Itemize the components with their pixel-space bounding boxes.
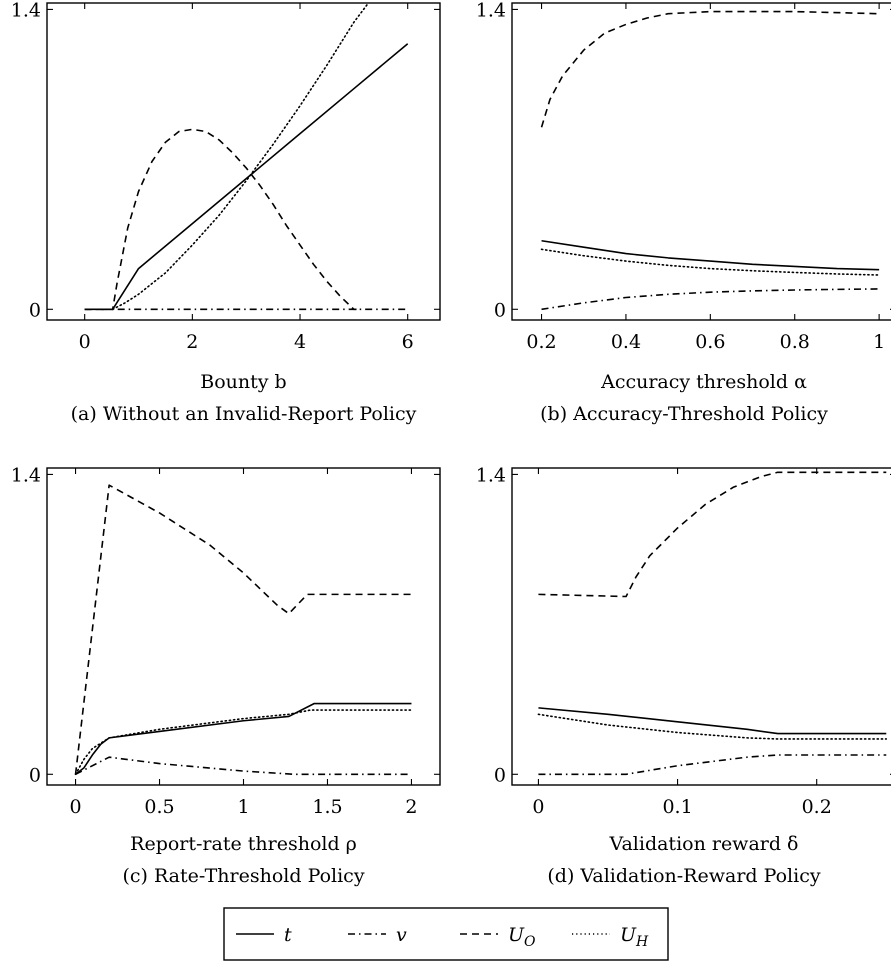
x-tick-label: 6	[402, 331, 414, 353]
x-tick-label: 0	[79, 331, 91, 353]
x-axis-label: Validation reward δ	[608, 833, 798, 855]
x-tick-label: 0	[70, 796, 82, 818]
x-tick-label: 0.1	[662, 796, 692, 818]
y-tick-label: 1.4	[11, 0, 41, 21]
x-tick-label: 2	[186, 331, 198, 353]
y-tick-label: 1.4	[11, 464, 41, 486]
chart-panel-3: 0 0.5 1 1.5 2 0 1.4 Report-rate threshold ρ (c) …	[11, 464, 441, 887]
series-line-UH	[74, 709, 413, 776]
x-tick-label: 0.5	[144, 796, 174, 818]
chart-panel-2: 0.2 0.4 0.6 0.8 1 0 1.4 Accuracy threshold α (b)…	[476, 0, 891, 425]
chart-panel-4: 0 0.1 0.2 0 1.4 Validation reward δ (d) Valida…	[476, 464, 891, 887]
legend-label-UH: UH	[620, 924, 649, 950]
series-line-UH	[537, 713, 888, 740]
series-line-UO	[74, 484, 412, 775]
y-tick-label: 1.4	[476, 0, 506, 21]
series-line-UO	[540, 10, 880, 128]
x-tick-label: 0.2	[526, 331, 556, 353]
y-tick-label: 0	[494, 764, 506, 786]
axis-frame	[46, 2, 441, 321]
series-line-v	[541, 288, 880, 311]
y-tick-label: 1.4	[476, 464, 506, 486]
y-tick-label: 0	[29, 299, 41, 321]
legend-label-UO: UO	[508, 924, 536, 950]
x-tick-label: 0	[532, 796, 544, 818]
x-tick-label: 0.6	[695, 331, 725, 353]
legend: t v UO UH	[223, 907, 669, 961]
series-line-UH	[540, 248, 880, 276]
x-tick-label: 4	[294, 331, 306, 353]
y-tick-label: 0	[29, 764, 41, 786]
subfigure-caption: (b) Accuracy-Threshold Policy	[540, 403, 828, 425]
series-line-t	[84, 43, 409, 311]
series-line-UO	[538, 471, 887, 598]
series-line-t	[541, 239, 880, 271]
chart-panel-1: 0 2 4 6 0 1.4 Bounty b (a) Without an Invalid-R…	[11, 0, 441, 425]
axis-frame	[511, 2, 891, 321]
x-tick-label: 0.2	[802, 796, 832, 818]
series-line-v	[538, 754, 887, 776]
x-tick-label: 1	[873, 331, 885, 353]
x-tick-label: 0.8	[780, 331, 810, 353]
chart-panels: 0 2 4 6 0 1.4 Bounty b (a) Without an Invalid-R…	[11, 0, 891, 887]
x-axis-label: Report-rate threshold ρ	[130, 833, 357, 855]
series-line-t	[538, 707, 887, 735]
axis-frame	[511, 467, 891, 786]
subfigure-caption: (d) Validation-Reward Policy	[547, 865, 820, 887]
x-tick-label: 1	[237, 796, 249, 818]
x-axis-label: Bounty b	[200, 371, 286, 393]
legend-label-v: v	[396, 924, 407, 946]
x-tick-label: 1.5	[312, 796, 342, 818]
subfigure-caption: (a) Without an Invalid-Report Policy	[71, 403, 417, 425]
x-tick-label: 2	[405, 796, 417, 818]
legend-label-t: t	[284, 924, 292, 946]
axis-frame	[46, 467, 441, 786]
subfigure-caption: (c) Rate-Threshold Policy	[122, 865, 364, 887]
y-tick-label: 0	[494, 299, 506, 321]
series-line-UH	[111, 3, 370, 311]
series-line-t	[75, 702, 412, 775]
x-axis-label: Accuracy threshold α	[600, 371, 807, 393]
series-line-UO	[84, 128, 357, 311]
x-tick-label: 0.4	[611, 331, 641, 353]
series-line-v	[75, 756, 412, 776]
